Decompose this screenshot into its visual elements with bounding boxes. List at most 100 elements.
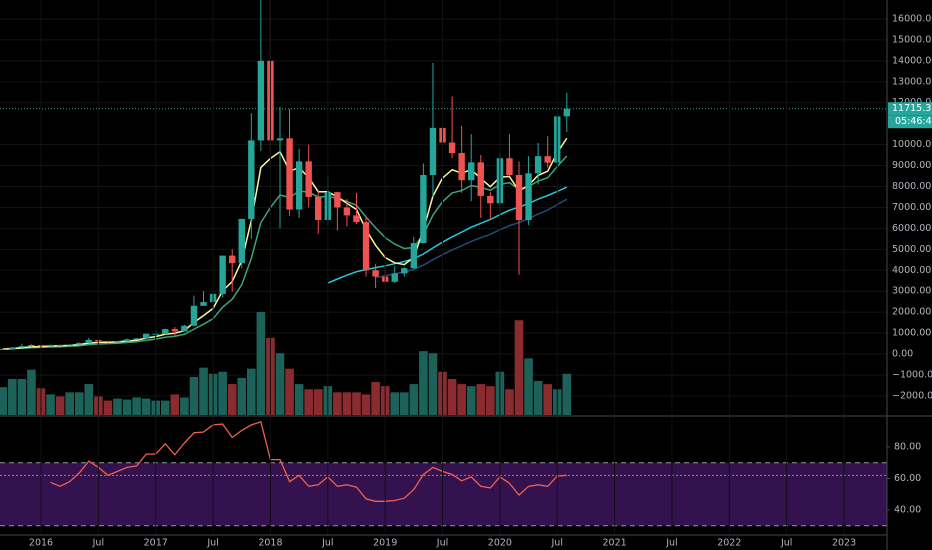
y-tick-label: 14000.00	[892, 55, 932, 66]
volume-bar	[55, 396, 65, 415]
volume-bar	[84, 384, 94, 415]
volume-bar	[333, 392, 342, 415]
y-tick-label: 13000.00	[892, 76, 932, 87]
candle-body	[28, 345, 35, 347]
x-tick-label: Jul	[665, 538, 677, 549]
candle-body	[171, 329, 179, 332]
x-tick-label: 2021	[603, 538, 627, 549]
y-tick-label: 4000.00	[892, 265, 931, 276]
candle-body	[334, 192, 341, 208]
y-tick-label: −2000.00	[892, 390, 932, 401]
countdown-box	[888, 115, 932, 129]
volume-bar	[218, 371, 227, 415]
candle-body	[429, 127, 437, 175]
volume-bar	[132, 397, 141, 415]
candle-body	[123, 339, 131, 342]
candle-body	[401, 268, 408, 274]
volume-bar	[8, 378, 17, 415]
y-tick-label: 0.00	[892, 349, 913, 360]
volume-bar	[0, 387, 8, 415]
candle-body	[142, 333, 150, 339]
volume-bar	[247, 368, 256, 415]
volume-bar	[342, 392, 352, 415]
candle-body	[343, 207, 351, 216]
candle-body	[66, 344, 73, 346]
last-price-label: 11715.38	[892, 103, 932, 114]
volume-bar	[65, 392, 74, 415]
volume-bar	[399, 392, 409, 415]
volume-bar	[74, 392, 84, 415]
volume-bar	[141, 398, 151, 415]
volume-bar	[562, 373, 572, 415]
candle-body	[238, 218, 245, 264]
candle-body	[190, 305, 198, 326]
candle-body	[525, 173, 532, 221]
y-tick-label: 9000.00	[892, 160, 931, 171]
axes: 16000.0015000.0014000.0013000.0012000.00…	[29, 0, 932, 549]
candle-body	[248, 140, 255, 219]
rsi-tick-label: 60.00	[894, 473, 921, 484]
volume-bar	[46, 394, 55, 415]
candle-body	[468, 162, 475, 181]
volume-bar	[390, 392, 400, 415]
y-tick-label: 2000.00	[892, 307, 931, 318]
x-tick-label: 2019	[373, 538, 397, 549]
volume-bar	[256, 312, 266, 415]
candle-body	[391, 273, 398, 282]
volume-bar	[122, 399, 132, 415]
x-tick-label: Jul	[206, 538, 218, 549]
y-tick-label: −1000.00	[892, 369, 932, 380]
volume-bar	[160, 400, 170, 415]
candle-body	[353, 215, 360, 223]
volume-bar	[170, 394, 180, 415]
x-tick-label: Jul	[92, 538, 104, 549]
candle-body	[9, 347, 16, 350]
volume-bar	[533, 381, 543, 415]
volume-bar	[524, 358, 533, 415]
y-tick-label: 5000.00	[892, 244, 931, 255]
x-tick-label: Jul	[436, 538, 448, 549]
candle-body	[315, 196, 322, 221]
candle-body	[544, 156, 551, 163]
candle-body	[506, 158, 513, 175]
candle-body	[362, 222, 370, 271]
volume-bar	[17, 378, 27, 415]
volume-bar	[27, 369, 36, 415]
candle-body	[420, 174, 427, 244]
x-tick-label: 2017	[144, 538, 168, 549]
volume-bar	[285, 368, 294, 415]
volume-bar	[227, 384, 237, 415]
candle-body	[534, 156, 542, 174]
x-tick-label: Jul	[551, 538, 563, 549]
candle-body	[410, 243, 418, 269]
x-tick-label: 2020	[488, 538, 512, 549]
candle-body	[448, 142, 456, 153]
x-tick-label: 2016	[29, 538, 53, 549]
y-tick-label: 8000.00	[892, 181, 931, 192]
x-tick-label: 2022	[717, 538, 741, 549]
candle-body	[76, 342, 83, 345]
candle-body	[305, 161, 312, 197]
candle-body	[515, 174, 523, 221]
candle-body	[200, 302, 207, 306]
volume-bar	[352, 392, 361, 415]
candle-body	[458, 152, 465, 181]
y-tick-label: 6000.00	[892, 223, 931, 234]
volume-bar	[103, 400, 113, 415]
volume-bar	[113, 398, 122, 415]
candle-body	[563, 108, 570, 117]
candle-body	[133, 338, 140, 340]
y-tick-label: 7000.00	[892, 202, 931, 213]
x-tick-label: Jul	[780, 538, 792, 549]
volume-bar	[361, 394, 371, 415]
volume-bar	[409, 384, 419, 415]
rsi-pane	[0, 420, 887, 527]
moving-average	[2, 155, 568, 350]
candle-body	[229, 255, 236, 264]
candle-body	[276, 138, 284, 141]
y-tick-label: 10000.00	[892, 139, 932, 150]
x-tick-label: 2018	[258, 538, 282, 549]
rsi-tick-label: 80.00	[894, 441, 921, 452]
